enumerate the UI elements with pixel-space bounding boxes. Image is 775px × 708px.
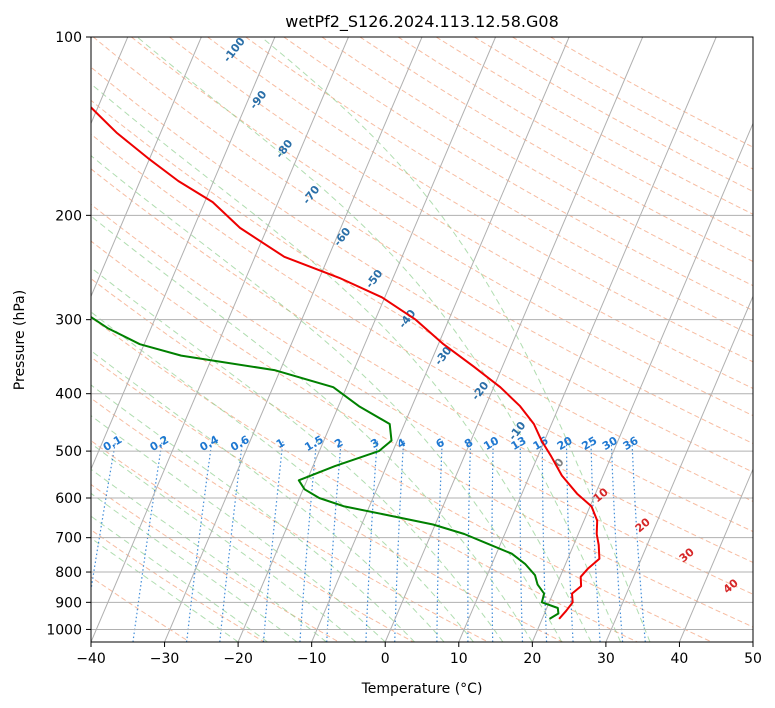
- mixing-ratio-line: [590, 440, 601, 642]
- isotherm-line: [384, 37, 644, 642]
- mixing-ratio-line: [186, 440, 213, 642]
- moist-adiabat: [91, 415, 386, 642]
- y-tick-label: 200: [55, 208, 82, 224]
- moist-adiabat: [91, 384, 415, 642]
- isotherm-line: [91, 37, 349, 642]
- dry-adiabat: [91, 278, 713, 642]
- dry-adiabat: [91, 99, 753, 502]
- moist-adiabat: [91, 155, 563, 642]
- dry-adiabat: [91, 133, 753, 533]
- isotherm-line: [164, 37, 423, 642]
- mixing-ratio-line: [326, 440, 342, 642]
- dry-adiabat: [91, 483, 340, 642]
- mixing-ratio-line: [491, 440, 494, 642]
- y-tick-label: 400: [55, 387, 82, 403]
- x-tick-label: 10: [450, 651, 468, 667]
- dry-adiabat: [92, 37, 753, 445]
- isotherm-line: [458, 37, 717, 642]
- isotherm-line: [531, 122, 753, 642]
- dry-adiabat: [91, 203, 753, 595]
- x-tick-label: −20: [223, 651, 253, 667]
- x-tick-label: −10: [297, 651, 327, 667]
- mixing-ratio-line: [631, 440, 646, 642]
- moist-adiabat: [91, 83, 592, 642]
- y-tick-label: 300: [55, 313, 82, 329]
- y-tick-label: 100: [55, 30, 82, 46]
- y-axis: 100 200 300 400 500 600 700 800 900 1000: [46, 30, 91, 638]
- x-axis-label: Temperature (°C): [361, 681, 483, 697]
- mixing-ratio-line: [299, 440, 318, 642]
- dry-adiabat: [91, 397, 489, 642]
- x-tick-label: 40: [671, 651, 689, 667]
- mixing-ratio-line: [467, 440, 472, 642]
- moist-adiabat: [91, 442, 357, 642]
- isotherm-line: [91, 37, 202, 298]
- dry-adiabat: [91, 576, 190, 642]
- mixing-ratio-line: [262, 440, 284, 642]
- y-tick-label: 800: [55, 565, 82, 581]
- mixing-ratio-line: [541, 440, 548, 642]
- dry-adiabat: [91, 240, 753, 628]
- mixing-ratio-line: [365, 440, 378, 642]
- isotherm-line: [311, 37, 570, 642]
- x-tick-label: 30: [597, 651, 615, 667]
- dry-adiabat: [207, 37, 753, 363]
- x-tick-label: −40: [76, 651, 106, 667]
- moist-adiabat: [91, 215, 533, 642]
- y-tick-label: 900: [55, 595, 82, 611]
- temperature-line: [91, 106, 601, 620]
- profile-lines: [91, 106, 601, 620]
- background-lines: [91, 37, 753, 642]
- mixing-ratio-line: [519, 440, 524, 642]
- mixing-ratio-line: [436, 440, 443, 642]
- x-tick-label: 0: [381, 651, 390, 667]
- x-axis: −40 −30 −20 −10 0 10 20 30 40 50: [76, 642, 762, 667]
- y-tick-label: 600: [55, 491, 82, 507]
- mixing-ratio-line: [565, 440, 574, 642]
- x-tick-label: −30: [150, 651, 180, 667]
- mixing-ratio-line: [610, 440, 624, 642]
- isotherm-line: [91, 37, 276, 471]
- mixing-ratio-line: [91, 440, 117, 594]
- grid-lines: [91, 37, 753, 642]
- moist-adiabat: [91, 267, 504, 642]
- moist-adiabat: [91, 492, 298, 642]
- mixing-ratio-line: [219, 440, 244, 642]
- y-axis-label: Pressure (hPa): [12, 290, 28, 390]
- dewpoint-line: [91, 315, 560, 620]
- y-tick-label: 1000: [46, 622, 82, 638]
- isotherm-line: [237, 37, 497, 642]
- moist-adiabat: [91, 350, 445, 642]
- mixing-ratio-line: [132, 440, 163, 642]
- plot-frame: [90, 36, 754, 643]
- isotherm-line: [605, 295, 753, 642]
- moist-adiabat: [260, 37, 651, 642]
- dry-adiabat: [91, 66, 753, 473]
- dry-adiabat: [91, 316, 638, 642]
- moist-adiabat: [136, 37, 622, 642]
- dry-adiabat: [91, 356, 563, 642]
- dry-adiabat: [91, 529, 265, 642]
- y-tick-label: 700: [55, 531, 82, 547]
- x-tick-label: 20: [523, 651, 541, 667]
- moist-adiabat: [91, 311, 474, 642]
- x-tick-label: 50: [744, 651, 762, 667]
- isotherm-line: [678, 467, 753, 642]
- dry-adiabat: [245, 37, 753, 337]
- y-tick-label: 500: [55, 444, 82, 460]
- chart-title: wetPf2_S126.2024.113.12.58.G08: [285, 12, 559, 32]
